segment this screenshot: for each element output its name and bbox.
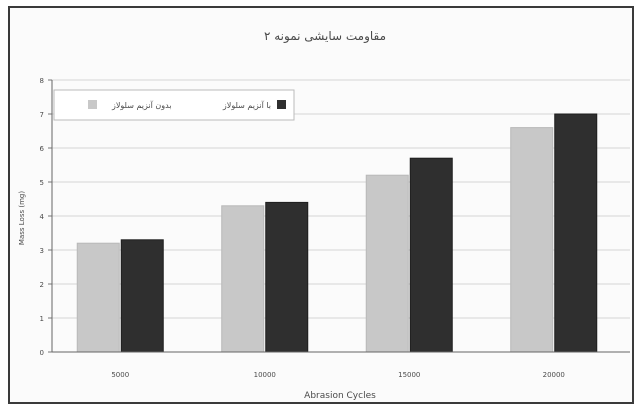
bar-no-enzyme-20000 — [510, 127, 554, 353]
chart-title: مقاومت سایشی نمونه ۲ — [264, 29, 386, 44]
x-tick-labels: 5000 10000 15000 20000 — [111, 371, 565, 379]
y-tick-labels: 0 1 2 3 4 5 6 7 8 — [40, 77, 45, 357]
bar-with-enzyme-20000 — [554, 113, 598, 353]
x-tick-label: 5000 — [111, 371, 129, 379]
x-tick-label: 10000 — [254, 371, 276, 379]
y-tick-label: 0 — [40, 349, 44, 357]
x-tick-label: 20000 — [543, 371, 565, 379]
bar-with-enzyme-15000 — [409, 157, 453, 353]
y-tick-label: 1 — [40, 315, 44, 323]
bar-no-enzyme-10000 — [221, 205, 265, 353]
y-tick-label: 4 — [40, 213, 45, 221]
bar-with-enzyme-5000 — [120, 239, 164, 353]
legend: بدون آنزیم سلولاز با آنزیم سلولاز — [53, 89, 295, 121]
bars — [76, 113, 598, 353]
legend-swatch-no-enzyme — [88, 100, 97, 109]
x-tick-label: 15000 — [398, 371, 420, 379]
legend-label-no-enzyme: بدون آنزیم سلولاز — [111, 100, 172, 110]
y-tick-label: 7 — [40, 111, 44, 119]
y-tick-label: 8 — [40, 77, 44, 85]
bar-no-enzyme-5000 — [76, 242, 120, 353]
x-axis-label: Abrasion Cycles — [304, 391, 376, 401]
bar-with-enzyme-10000 — [265, 201, 309, 353]
legend-swatch-with-enzyme — [277, 100, 286, 109]
bar-no-enzyme-15000 — [365, 174, 409, 353]
y-axis-label: Mass Loss (mg) — [18, 191, 26, 245]
axes — [51, 80, 630, 353]
y-tick-label: 5 — [40, 179, 44, 187]
legend-label-with-enzyme: با آنزیم سلولاز — [222, 100, 271, 110]
y-tick-label: 3 — [40, 247, 44, 255]
y-tick-label: 6 — [40, 145, 45, 153]
y-tick-label: 2 — [40, 281, 44, 289]
